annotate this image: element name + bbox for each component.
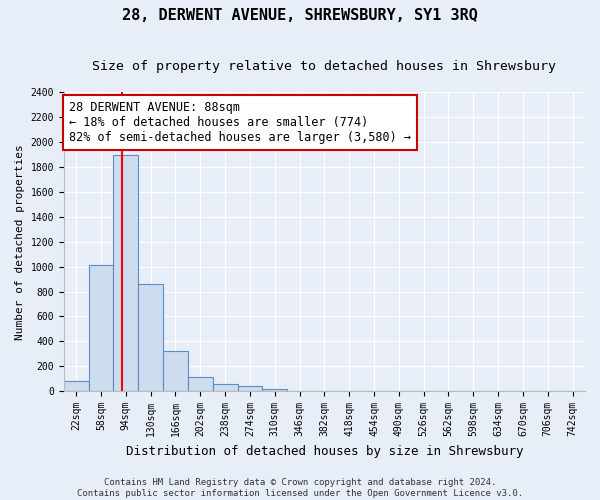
Bar [238,386,262,391]
Bar [113,154,138,391]
Bar [287,390,312,391]
Bar [188,378,212,391]
Bar [64,381,89,391]
Text: Contains HM Land Registry data © Crown copyright and database right 2024.
Contai: Contains HM Land Registry data © Crown c… [77,478,523,498]
Y-axis label: Number of detached properties: Number of detached properties [15,144,25,340]
X-axis label: Distribution of detached houses by size in Shrewsbury: Distribution of detached houses by size … [125,444,523,458]
Bar [212,384,238,391]
Bar [138,284,163,391]
Text: 28 DERWENT AVENUE: 88sqm
← 18% of detached houses are smaller (774)
82% of semi-: 28 DERWENT AVENUE: 88sqm ← 18% of detach… [69,101,411,144]
Text: 28, DERWENT AVENUE, SHREWSBURY, SY1 3RQ: 28, DERWENT AVENUE, SHREWSBURY, SY1 3RQ [122,8,478,22]
Bar [163,352,188,391]
Title: Size of property relative to detached houses in Shrewsbury: Size of property relative to detached ho… [92,60,556,73]
Bar [312,390,337,391]
Bar [262,388,287,391]
Bar [89,266,113,391]
